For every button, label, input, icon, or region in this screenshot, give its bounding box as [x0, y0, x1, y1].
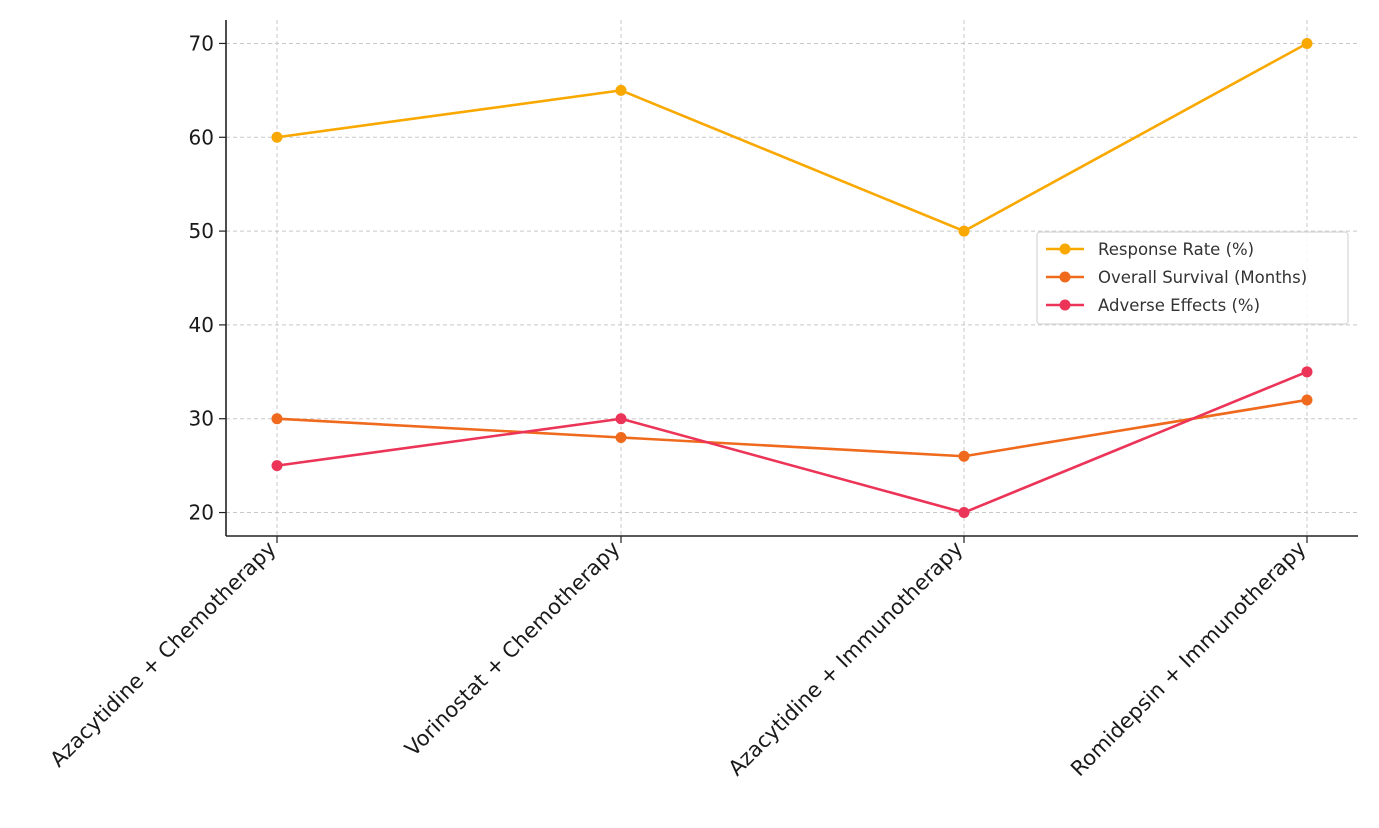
series-line-response-rate: [275, 42, 1309, 233]
legend-box: [1036, 231, 1349, 325]
y-tick-label: 30: [189, 407, 214, 431]
y-tick-label: 40: [189, 313, 214, 337]
data-point-adverse-effects: [1301, 366, 1313, 378]
legend-label: Adverse Effects (%): [1098, 296, 1260, 315]
series-line-adverse-effects: [275, 370, 1309, 514]
legend-label: Overall Survival (Months): [1098, 268, 1307, 287]
series-lines: [271, 37, 1313, 519]
legend-label: Response Rate (%): [1098, 240, 1254, 259]
y-tick-label: 70: [189, 31, 214, 55]
legend-marker: [1059, 299, 1071, 311]
data-point-adverse-effects: [271, 460, 283, 472]
data-point-response-rate: [271, 131, 283, 143]
data-point-overall-survival-months: [271, 413, 283, 425]
x-tick-label: Romidepsin + Immunotherapy: [1066, 537, 1310, 781]
y-tick-label: 60: [189, 125, 214, 149]
y-tick-label: 20: [189, 501, 214, 525]
data-point-overall-survival-months: [1301, 394, 1313, 406]
data-point-adverse-effects: [958, 507, 970, 519]
grid-lines: [226, 20, 1358, 536]
axes: 20 30 40 50 60 70 Azacytidine + Chemotherapy Vo…: [45, 20, 1358, 781]
data-point-response-rate: [958, 225, 970, 237]
legend: Response Rate (%) Overall Survival (Month…: [1036, 231, 1349, 325]
data-point-overall-survival-months: [958, 450, 970, 462]
data-point-response-rate: [615, 84, 627, 96]
series-line-overall-survival-months: [275, 398, 1309, 458]
x-tick-label: Azacytidine + Chemotherapy: [45, 537, 280, 772]
data-point-response-rate: [1301, 37, 1313, 49]
legend-marker: [1059, 243, 1071, 255]
legend-marker: [1059, 271, 1071, 283]
x-tick-label: Vorinostat + Chemotherapy: [400, 537, 624, 761]
data-point-overall-survival-months: [615, 431, 627, 443]
x-tick-label: Azacytidine + Immunotherapy: [724, 537, 968, 781]
data-point-adverse-effects: [615, 413, 627, 425]
y-tick-label: 50: [189, 219, 214, 243]
